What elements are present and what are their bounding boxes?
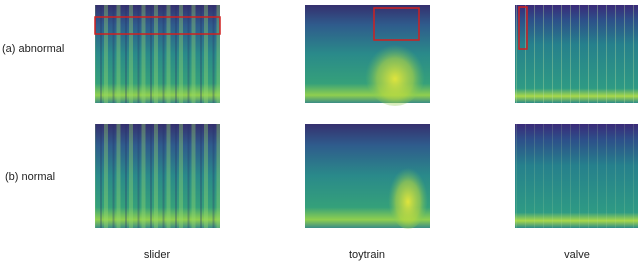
column-label: slider	[144, 249, 171, 261]
slider-abnormal	[94, 5, 221, 103]
valve-normal	[515, 124, 638, 228]
toytrain-normal	[305, 124, 430, 229]
row-label: (b) normal	[5, 171, 55, 183]
toytrain-abnormal	[305, 5, 430, 106]
column-label: valve	[564, 249, 590, 261]
row-label: (a) abnormal	[2, 43, 64, 55]
valve-abnormal	[515, 5, 638, 103]
slider-normal	[95, 124, 220, 228]
column-label: toytrain	[349, 249, 385, 261]
